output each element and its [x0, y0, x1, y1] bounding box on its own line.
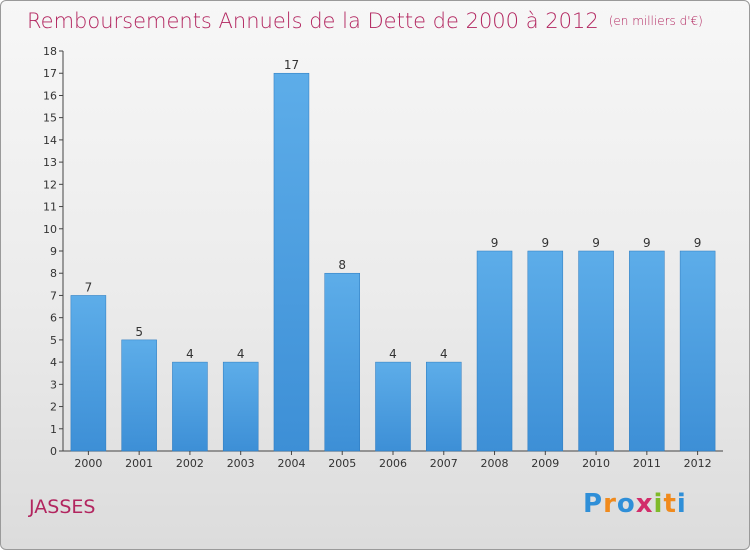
bar-value-label: 7 — [85, 280, 93, 294]
bar-value-label: 17 — [284, 58, 299, 72]
bar-value-label: 9 — [541, 236, 549, 250]
y-tick-label: 17 — [43, 67, 57, 80]
y-tick-label: 11 — [43, 201, 57, 214]
bar — [172, 361, 208, 452]
x-tick-label: 2000 — [74, 457, 102, 470]
bar-value-label: 4 — [440, 347, 448, 361]
y-tick-label: 0 — [50, 445, 57, 458]
bar — [629, 250, 665, 452]
logo-letter: i — [653, 489, 664, 519]
bar-value-label: 5 — [135, 325, 143, 339]
logo-letter: t — [663, 489, 677, 519]
bar — [476, 250, 513, 452]
x-tick-label: 2005 — [328, 457, 356, 470]
chart-title: Remboursements Annuels de la Dette de 20… — [27, 9, 703, 33]
bar-value-label: 9 — [643, 236, 651, 250]
bar-value-label: 9 — [592, 236, 600, 250]
bar-value-label: 4 — [237, 347, 245, 361]
bar — [324, 272, 360, 452]
x-tick-label: 2002 — [176, 457, 204, 470]
y-tick-label: 12 — [43, 178, 57, 191]
x-tick-label: 2004 — [277, 457, 305, 470]
y-tick-label: 3 — [50, 378, 57, 391]
town-name: JASSES — [29, 496, 96, 518]
x-tick-label: 2001 — [125, 457, 153, 470]
y-tick-label: 2 — [50, 401, 57, 414]
logo-letter: r — [603, 489, 617, 519]
y-tick-label: 16 — [43, 89, 57, 102]
bar — [222, 361, 259, 452]
logo-letter: P — [583, 489, 604, 519]
x-tick-label: 2011 — [633, 457, 661, 470]
chart-subtitle: (en milliers d'€) — [608, 14, 703, 28]
x-tick-label: 2012 — [684, 457, 712, 470]
y-tick-label: 9 — [50, 245, 57, 258]
y-tick-label: 5 — [50, 334, 57, 347]
bar — [578, 250, 614, 452]
y-tick-label: 13 — [43, 156, 57, 169]
bar — [121, 339, 157, 452]
bar — [273, 72, 310, 452]
proxiti-logo[interactable]: Proxiti — [583, 489, 687, 519]
bar-value-label: 9 — [694, 236, 702, 250]
y-tick-label: 15 — [43, 112, 57, 125]
x-tick-label: 2010 — [582, 457, 610, 470]
bar — [375, 361, 411, 452]
x-tick-label: 2007 — [430, 457, 458, 470]
x-tick-label: 2003 — [227, 457, 255, 470]
bar — [70, 295, 107, 452]
y-tick-label: 6 — [50, 312, 57, 325]
x-tick-label: 2008 — [481, 457, 509, 470]
x-tick-label: 2009 — [531, 457, 559, 470]
y-tick-label: 1 — [50, 423, 57, 436]
chart-title-text: Remboursements Annuels de la Dette de 20… — [27, 9, 599, 33]
bar-value-label: 9 — [491, 236, 499, 250]
bar-value-label: 4 — [389, 347, 397, 361]
bar-value-label: 4 — [186, 347, 194, 361]
y-tick-label: 10 — [43, 223, 57, 236]
bar — [527, 250, 564, 452]
y-tick-label: 14 — [43, 134, 57, 147]
bar — [679, 250, 716, 452]
y-tick-label: 4 — [50, 356, 57, 369]
x-tick-label: 2006 — [379, 457, 407, 470]
y-tick-label: 18 — [43, 45, 57, 58]
bar-value-label: 8 — [338, 258, 346, 272]
logo-letter: x — [635, 489, 654, 519]
logo-letter: i — [676, 489, 687, 519]
y-tick-label: 8 — [50, 267, 57, 280]
bar — [426, 361, 462, 452]
logo-letter: o — [616, 489, 636, 519]
y-tick-label: 7 — [50, 289, 57, 302]
